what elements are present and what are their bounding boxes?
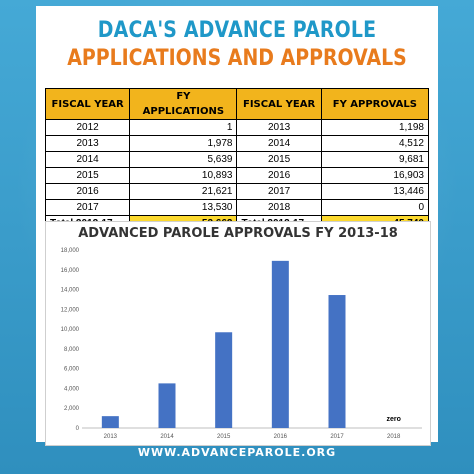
- bar-2014: [158, 383, 176, 428]
- bar-2015: [215, 332, 233, 428]
- bar-2016: [271, 260, 289, 428]
- table-row: 2016 21,621 2017 13,446: [44, 183, 430, 200]
- cell: 2016: [236, 167, 322, 184]
- y-tick-label: 8,000: [64, 347, 80, 353]
- zero-annotation: zero: [386, 416, 400, 423]
- cell: 1,978: [129, 135, 238, 152]
- y-tick-label: 16,000: [61, 268, 80, 274]
- y-tick-label: 10,000: [61, 327, 80, 333]
- x-tick-label: 2017: [330, 434, 344, 440]
- header-fiscal-year: FISCAL YEAR: [44, 88, 131, 120]
- chart-container: ADVANCED PAROLE APPROVALS FY 2013-18 0 2,…: [45, 221, 431, 446]
- cell: 2017: [236, 183, 322, 200]
- header-fy-approvals: FY APPROVALS: [320, 88, 430, 120]
- table-header-row: FISCAL YEAR FY APPLICATIONS FISCAL YEAR …: [44, 88, 430, 120]
- y-tick-label: 0: [76, 426, 80, 432]
- x-tick-label: 2015: [217, 434, 231, 440]
- cell: 2014: [44, 151, 131, 168]
- table-row: 2015 10,893 2016 16,903: [44, 167, 430, 184]
- header-fiscal-year-2: FISCAL YEAR: [236, 88, 322, 120]
- header-fy-applications: FY APPLICATIONS: [129, 88, 238, 120]
- x-tick-label: 2013: [104, 434, 118, 440]
- cell: 13,446: [320, 183, 430, 200]
- cell: 2016: [44, 183, 131, 200]
- infographic-panel: DACA'S ADVANCE PAROLE APPLICATIONS AND A…: [36, 6, 438, 446]
- cell: 2013: [44, 135, 131, 152]
- cell: 2013: [236, 119, 322, 136]
- table-row: 2012 1 2013 1,198: [44, 119, 430, 136]
- x-tick-label: 2016: [274, 434, 288, 440]
- cell: 21,621: [129, 183, 238, 200]
- cell: 16,903: [320, 167, 430, 184]
- cell: 0: [320, 199, 430, 216]
- cell: 9,681: [320, 151, 430, 168]
- cell: 13,530: [129, 199, 238, 216]
- title-line-2: APPLICATIONS AND APPROVALS: [67, 46, 407, 71]
- x-tick-label: 2014: [160, 434, 174, 440]
- cell: 2015: [44, 167, 131, 184]
- footer-url: WWW.ADVANCEPAROLE.ORG: [137, 446, 337, 459]
- title-line-1: DACA'S ADVANCE PAROLE: [97, 18, 377, 43]
- x-tick-label: 2018: [387, 434, 401, 440]
- cell: 5,639: [129, 151, 238, 168]
- y-tick-label: 6,000: [64, 367, 80, 373]
- cell: 2017: [44, 199, 131, 216]
- y-tick-label: 14,000: [61, 288, 80, 294]
- cell: 2018: [236, 199, 322, 216]
- table-row: 2014 5,639 2015 9,681: [44, 151, 430, 168]
- bar-chart: 0 2,000 4,000 6,000 8,000 10,000 12,000 14,000 1…: [61, 248, 422, 440]
- chart-title: ADVANCED PAROLE APPROVALS FY 2013-18: [78, 226, 398, 241]
- y-tick-label: 2,000: [64, 406, 80, 412]
- stats-table: FISCAL YEAR FY APPLICATIONS FISCAL YEAR …: [44, 88, 430, 232]
- y-tick-label: 12,000: [61, 307, 80, 313]
- y-tick-label: 18,000: [61, 248, 80, 254]
- y-tick-label: 4,000: [64, 386, 80, 392]
- table-row: 2013 1,978 2014 4,512: [44, 135, 430, 152]
- cell: 2015: [236, 151, 322, 168]
- cell: 10,893: [129, 167, 238, 184]
- table-row: 2017 13,530 2018 0: [44, 199, 430, 216]
- cell: 2012: [44, 119, 131, 136]
- cell: 1: [129, 119, 238, 136]
- bar-2017: [328, 295, 346, 428]
- cell: 2014: [236, 135, 322, 152]
- bar-2013: [101, 416, 119, 428]
- cell: 4,512: [320, 135, 430, 152]
- cell: 1,198: [320, 119, 430, 136]
